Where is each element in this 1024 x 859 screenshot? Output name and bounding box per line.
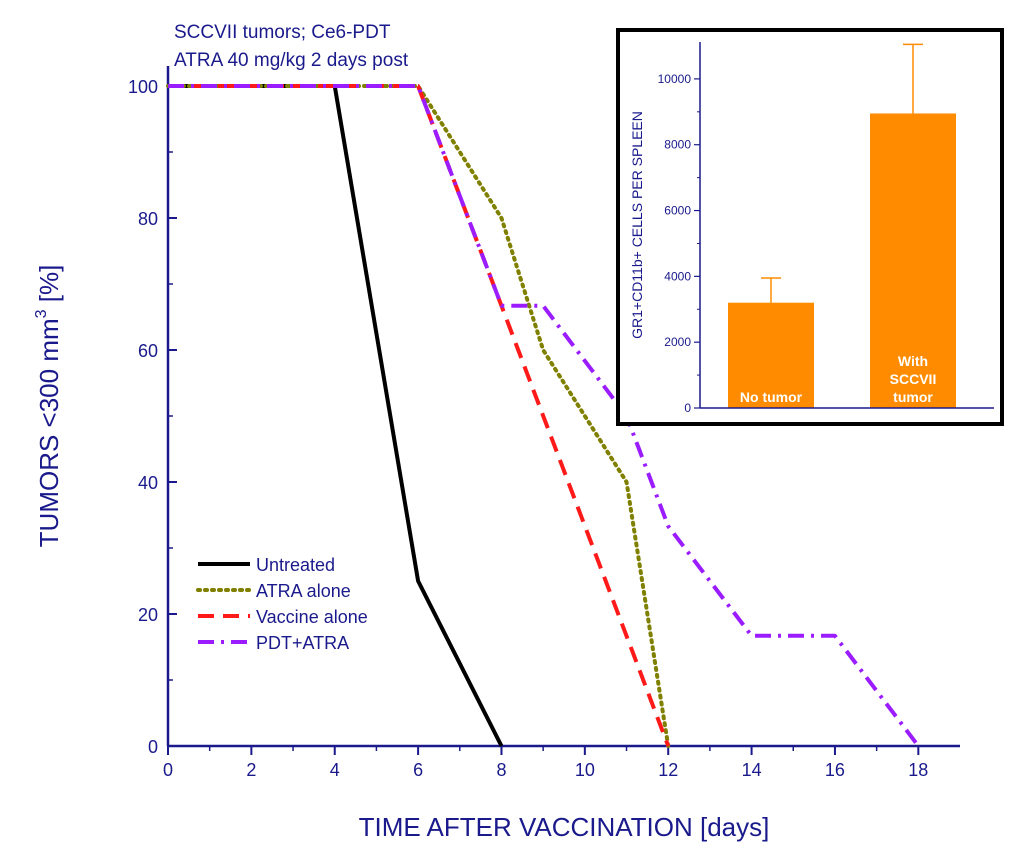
y-axis-label-main: TUMORS <300 mm <box>34 318 64 547</box>
x-tick-label: 8 <box>496 760 506 780</box>
inset-y-tick-label: 2000 <box>664 335 691 349</box>
annotation-line-2: ATRA 40 mg/kg 2 days post <box>174 50 409 71</box>
main-y-ticks: 0 20 40 60 80 100 <box>128 77 177 757</box>
legend-label: Vaccine alone <box>256 607 368 627</box>
legend-label: ATRA alone <box>256 581 351 601</box>
x-tick-label: 2 <box>246 760 256 780</box>
y-axis-label: TUMORS <300 mm3 [%] <box>33 265 64 548</box>
x-tick-label: 16 <box>825 760 845 780</box>
x-tick-label: 10 <box>575 760 595 780</box>
legend-label: PDT+ATRA <box>256 633 349 653</box>
inset-y-tick-label: 6000 <box>664 204 691 218</box>
inset-bar-label: tumor <box>893 389 933 405</box>
y-tick-label: 100 <box>128 77 158 97</box>
inset-y-tick-label: 10000 <box>658 72 692 86</box>
inset-bar-label: With <box>898 353 928 369</box>
y-tick-label: 40 <box>138 473 158 493</box>
y-tick-label: 0 <box>148 737 158 757</box>
inset-bar-label: No tumor <box>740 389 803 405</box>
y-axis-label-unit: [%] <box>34 265 64 310</box>
annotation-line-1: SCCVII tumors; Ce6-PDT <box>174 22 391 43</box>
y-axis-label-superscript: 3 <box>33 309 50 318</box>
inset-bar-label: SCCVII <box>890 371 937 387</box>
x-tick-label: 12 <box>658 760 678 780</box>
inset-bar <box>728 302 814 408</box>
inset-y-tick-label: 8000 <box>664 138 691 152</box>
y-tick-label: 80 <box>138 209 158 229</box>
inset-y-tick-label: 0 <box>684 401 691 415</box>
main-x-ticks: 0 2 4 6 8 10 12 14 16 18 <box>163 746 928 780</box>
series-line-vaccine-alone <box>168 84 671 747</box>
x-tick-label: 18 <box>908 760 928 780</box>
x-tick-label: 4 <box>330 760 340 780</box>
inset-chart: No tumor With SCCVII tumor 0 2000 4000 6000 800… <box>616 28 1004 426</box>
legend: Untreated ATRA alone Vaccine alone PDT+ATRA <box>196 555 368 653</box>
inset-bars-group: No tumor With SCCVII tumor <box>728 43 956 409</box>
legend-label: Untreated <box>256 555 335 575</box>
inset-y-tick-label: 4000 <box>664 269 691 283</box>
x-tick-label: 0 <box>163 760 173 780</box>
inset-y-axis-label: GR1+CD11b+ CELLS PER SPLEEN <box>629 111 645 339</box>
x-tick-label: 14 <box>742 760 762 780</box>
y-tick-label: 20 <box>138 605 158 625</box>
main-chart: 0 20 40 60 80 100 0 2 4 6 8 10 12 14 16 18 SCCVII tumo… <box>33 22 960 842</box>
inset-y-ticks: 0 2000 4000 6000 8000 10000 <box>658 72 700 415</box>
x-axis-label: TIME AFTER VACCINATION [days] <box>359 812 770 842</box>
x-tick-label: 6 <box>413 760 423 780</box>
series-line-atra-alone <box>166 84 671 748</box>
inset-bar <box>870 113 956 409</box>
y-tick-label: 60 <box>138 341 158 361</box>
